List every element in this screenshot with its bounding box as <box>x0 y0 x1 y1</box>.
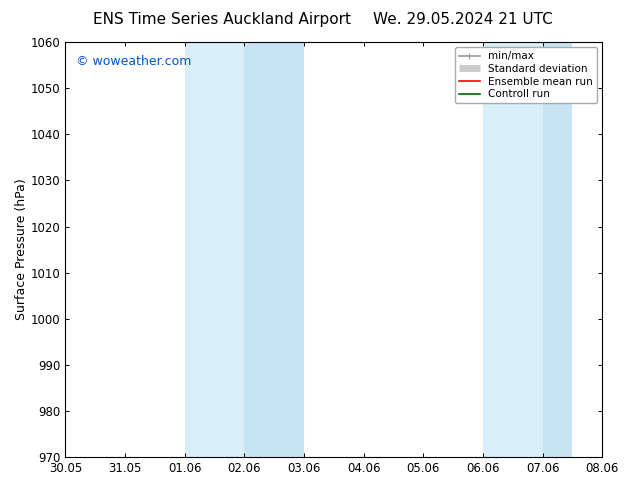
Bar <box>244 42 304 457</box>
Y-axis label: Surface Pressure (hPa): Surface Pressure (hPa) <box>15 179 28 320</box>
Text: We. 29.05.2024 21 UTC: We. 29.05.2024 21 UTC <box>373 12 553 27</box>
Text: © woweather.com: © woweather.com <box>76 54 191 68</box>
Bar <box>184 42 244 457</box>
Text: ENS Time Series Auckland Airport: ENS Time Series Auckland Airport <box>93 12 351 27</box>
Bar <box>483 42 543 457</box>
Bar <box>543 42 573 457</box>
Legend: min/max, Standard deviation, Ensemble mean run, Controll run: min/max, Standard deviation, Ensemble me… <box>455 47 597 103</box>
